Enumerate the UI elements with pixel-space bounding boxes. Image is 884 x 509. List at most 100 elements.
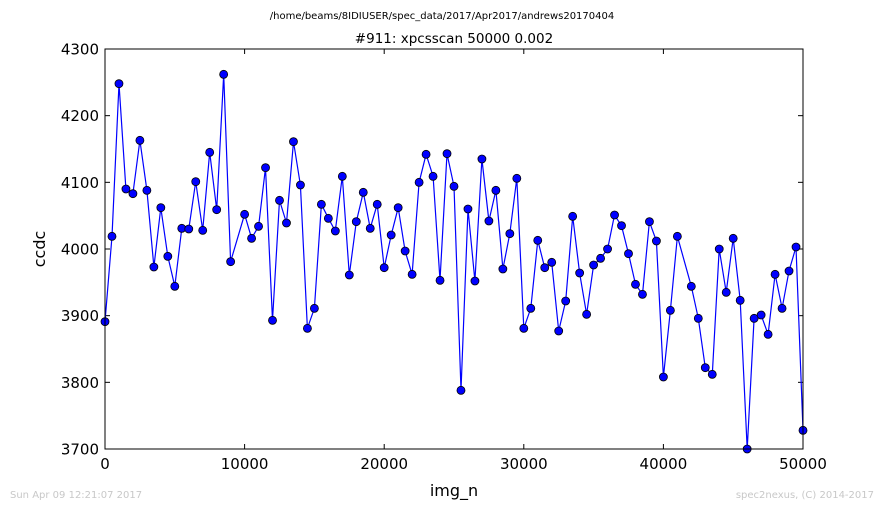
data-point <box>191 177 201 187</box>
chart-title: #911: xpcsscan 50000 0.002 <box>355 31 553 47</box>
y-tick-label: 4100 <box>61 174 99 192</box>
x-tick-label: 30000 <box>500 455 548 473</box>
data-point <box>135 135 145 145</box>
data-point <box>163 251 173 261</box>
x-axis-label: img_n <box>430 481 478 501</box>
data-point <box>407 269 417 279</box>
y-tick-label: 3800 <box>61 374 99 392</box>
data-point <box>721 287 731 297</box>
data-point <box>142 185 152 195</box>
data-point <box>638 289 647 299</box>
x-tick-label: 10000 <box>221 455 269 473</box>
data-point <box>596 253 605 263</box>
data-point <box>205 147 215 157</box>
data-point <box>491 185 501 195</box>
data-point <box>568 211 578 221</box>
data-point <box>707 369 717 379</box>
data-point <box>261 163 270 173</box>
footer-credit: spec2nexus, (C) 2014-2017 <box>735 490 874 501</box>
data-point <box>589 260 598 270</box>
plot-frame <box>104 48 804 450</box>
y-tick-label: 4000 <box>61 241 99 259</box>
axis-ticks: 0 10000 20000 30000 40000 50000 3700 3800 3900 40… <box>61 41 827 474</box>
data-point <box>442 149 452 159</box>
data-point <box>784 266 794 276</box>
data-point <box>114 79 124 89</box>
data-point <box>121 184 131 194</box>
data-point <box>665 305 675 315</box>
data-point <box>184 224 194 234</box>
data-point <box>770 269 780 279</box>
data-point <box>561 296 571 306</box>
data-point <box>484 216 494 226</box>
data-point <box>498 264 508 274</box>
data-point <box>519 323 529 333</box>
data-point <box>672 231 682 241</box>
series-line <box>104 74 804 450</box>
data-point <box>756 310 766 320</box>
data-point <box>254 221 263 231</box>
y-tick-label: 3700 <box>61 441 99 459</box>
data-point <box>268 315 277 325</box>
data-point <box>749 313 759 323</box>
data-point <box>247 233 256 243</box>
data-point <box>344 270 354 280</box>
data-point <box>421 149 431 159</box>
data-point <box>631 279 640 289</box>
data-point <box>624 249 633 259</box>
data-point <box>456 385 466 395</box>
x-tick-label: 40000 <box>640 455 688 473</box>
data-point <box>575 268 585 278</box>
data-point <box>428 171 438 181</box>
chart-subtitle: /home/beams/8IDIUSER/spec_data/2017/Apr2… <box>270 11 614 22</box>
data-point <box>296 180 305 190</box>
data-point <box>763 329 773 339</box>
data-point <box>351 217 361 227</box>
data-point <box>330 226 340 236</box>
data-point <box>170 281 180 291</box>
data-point <box>533 235 543 245</box>
data-point <box>156 203 166 213</box>
y-tick-label: 3900 <box>61 307 99 325</box>
data-point <box>470 276 480 286</box>
data-point <box>728 233 738 243</box>
data-point <box>323 213 333 223</box>
data-point <box>303 323 312 333</box>
data-point <box>198 225 208 235</box>
data-point <box>337 171 347 181</box>
data-point <box>240 209 250 219</box>
data-point <box>219 69 229 79</box>
data-point <box>435 275 445 285</box>
data-point <box>128 189 138 199</box>
data-point <box>659 372 668 382</box>
data-point <box>512 173 522 183</box>
data-point <box>603 244 612 254</box>
data-point <box>791 242 801 252</box>
data-point <box>414 177 424 187</box>
x-tick-label: 50000 <box>779 455 827 473</box>
data-point <box>526 303 536 313</box>
data-point <box>316 199 326 209</box>
y-tick-label: 4200 <box>61 107 99 125</box>
y-tick-label: 4300 <box>61 41 99 59</box>
data-point <box>693 313 703 323</box>
data-point <box>652 236 661 246</box>
data-point <box>289 137 298 147</box>
data-point <box>645 217 654 227</box>
data-point <box>477 154 487 164</box>
data-point <box>777 303 787 313</box>
data-point <box>393 203 403 213</box>
data-point <box>505 229 515 239</box>
footer-timestamp: Sun Apr 09 12:21:07 2017 <box>10 490 143 501</box>
data-point <box>617 221 626 231</box>
data-point <box>226 257 236 267</box>
data-point <box>358 187 368 197</box>
data-point <box>282 218 291 228</box>
data-point <box>372 199 382 209</box>
data-point <box>714 244 724 254</box>
data-point <box>610 210 619 220</box>
data-series <box>100 69 808 454</box>
data-point <box>686 281 696 291</box>
data-point <box>107 231 117 241</box>
